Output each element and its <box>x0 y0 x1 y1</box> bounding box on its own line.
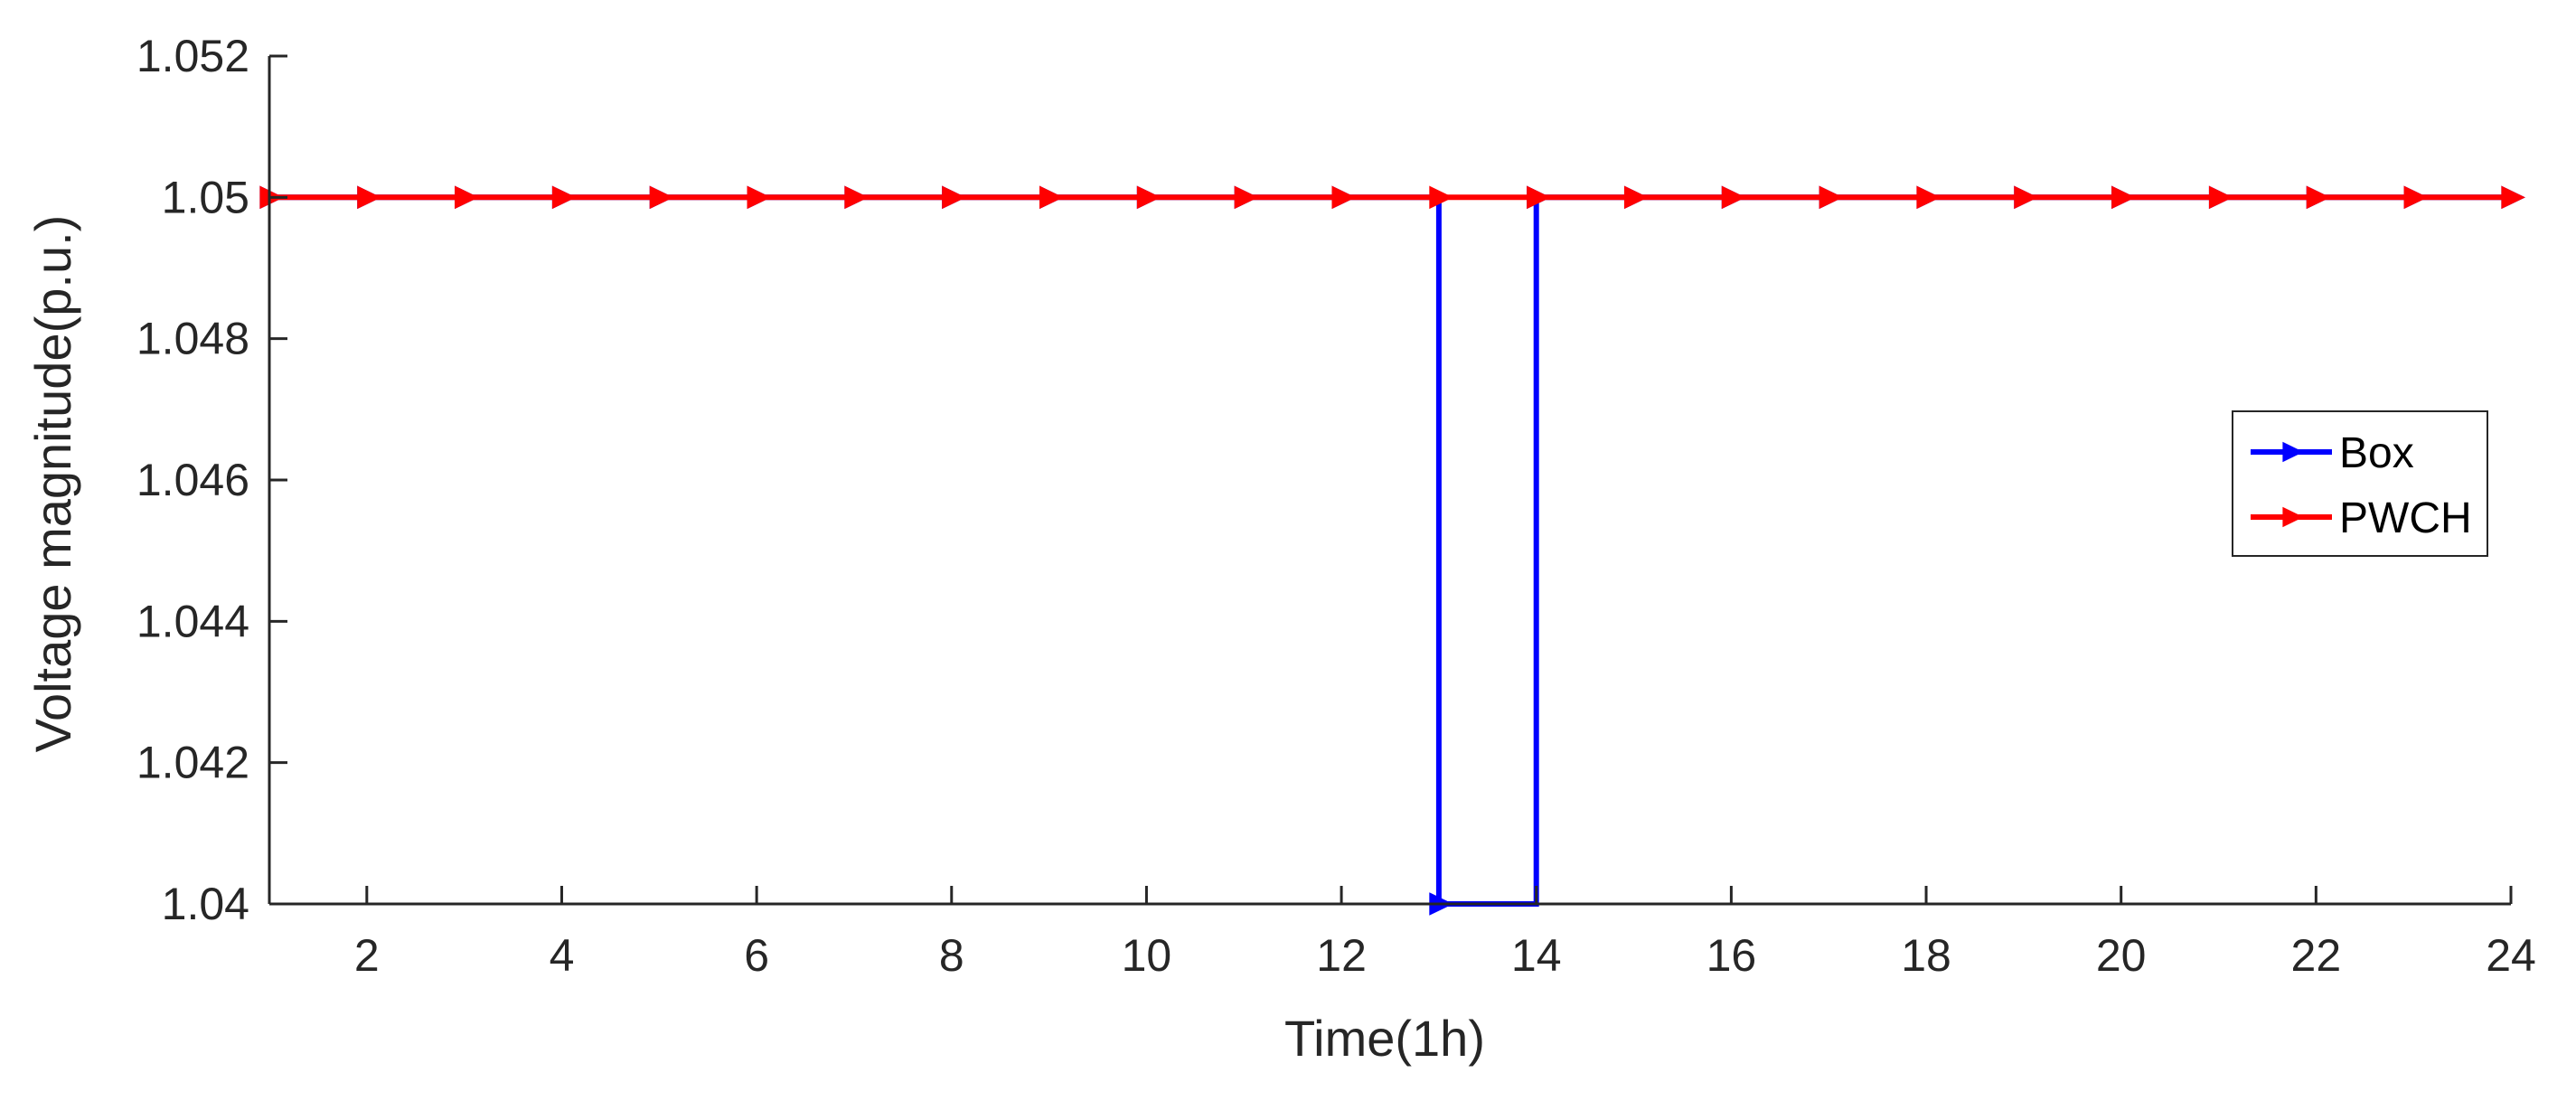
series-line <box>269 194 2511 907</box>
data-point-marker <box>357 185 381 210</box>
x-tick-label: 14 <box>1511 930 1562 981</box>
axes-layer: 2 4 6 8 10 12 14 16 18 20 22 241.041.0421.0441.0461… <box>136 31 2536 981</box>
data-point-marker <box>2111 185 2136 210</box>
data-point-marker <box>1234 185 1259 210</box>
data-point-marker <box>2501 185 2525 210</box>
data-point-marker <box>1819 185 1844 210</box>
x-tick-label: 4 <box>550 930 575 981</box>
legend-marker <box>2282 441 2304 463</box>
x-tick-label: 8 <box>939 930 964 981</box>
y-tick-label: 1.04 <box>162 879 249 929</box>
legend-box <box>2232 410 2488 557</box>
legend-marker <box>2282 506 2304 528</box>
y-axis-label: Voltage magnitude(p.u.) <box>24 215 81 753</box>
data-point-marker <box>649 185 674 210</box>
legend-entry-box: Box <box>2251 429 2414 477</box>
y-tick-label: 1.05 <box>162 172 249 222</box>
y-tick-label: 1.042 <box>136 738 249 788</box>
series-pwch <box>259 185 2525 210</box>
x-axis-label: Time(1h) <box>1284 1010 1485 1067</box>
x-tick-label: 12 <box>1316 930 1367 981</box>
data-point-marker <box>942 185 966 210</box>
y-tick-label: 1.044 <box>136 596 249 646</box>
series-layer <box>259 185 2525 916</box>
legend: Box PWCH <box>2232 410 2488 557</box>
data-point-marker <box>1331 185 1356 210</box>
data-point-marker <box>747 185 772 210</box>
x-tick-label: 18 <box>1901 930 1951 981</box>
x-tick-label: 10 <box>1122 930 1172 981</box>
data-point-marker <box>2306 185 2331 210</box>
legend-label: PWCH <box>2339 494 2472 542</box>
x-tick-label: 6 <box>744 930 769 981</box>
y-tick-label: 1.052 <box>136 31 249 81</box>
x-tick-label: 16 <box>1706 930 1757 981</box>
x-tick-label: 2 <box>354 930 380 981</box>
data-point-marker <box>1721 185 1746 210</box>
data-point-marker <box>1039 185 1064 210</box>
x-tick-label: 22 <box>2291 930 2342 981</box>
y-tick-label: 1.048 <box>136 314 249 364</box>
data-point-marker <box>1916 185 1941 210</box>
data-point-marker <box>844 185 869 210</box>
data-point-marker <box>1429 185 1453 210</box>
series-box <box>259 185 2525 916</box>
data-point-marker <box>1623 185 1649 210</box>
data-point-marker <box>1527 185 1551 210</box>
data-point-marker <box>2014 185 2038 210</box>
legend-label: Box <box>2339 429 2414 477</box>
data-point-marker <box>2403 185 2429 210</box>
legend-entry-pwch: PWCH <box>2251 494 2472 542</box>
data-point-marker <box>551 185 577 210</box>
data-point-marker <box>1136 185 1161 210</box>
data-point-marker <box>455 185 479 210</box>
x-tick-label: 24 <box>2486 930 2536 981</box>
y-tick-label: 1.046 <box>136 455 249 505</box>
x-tick-label: 20 <box>2096 930 2147 981</box>
data-point-marker <box>2208 185 2233 210</box>
